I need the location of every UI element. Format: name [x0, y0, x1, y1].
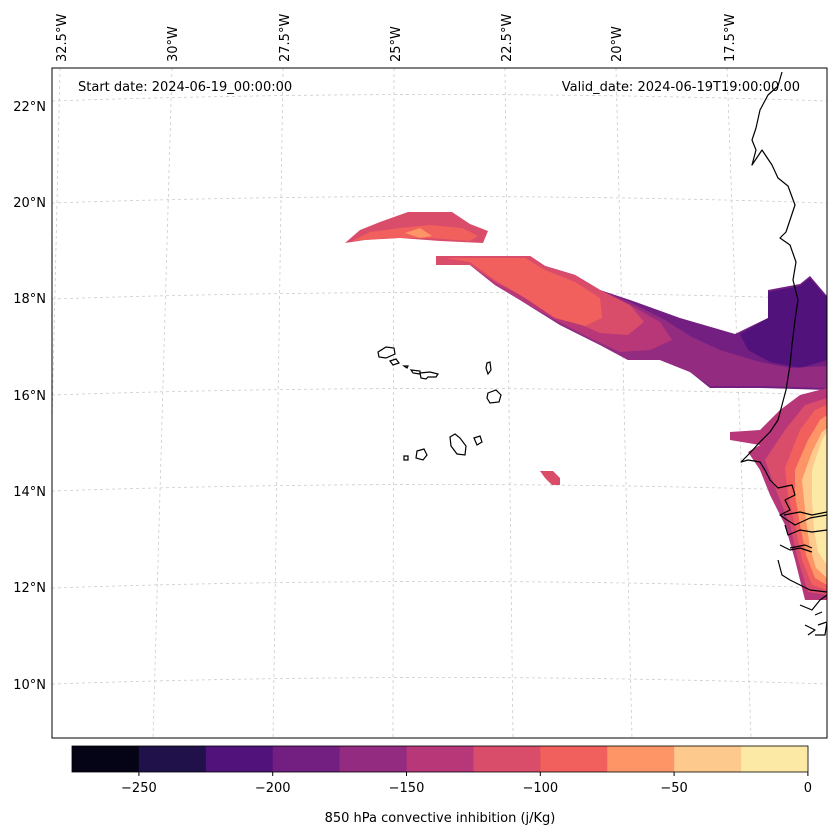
island-fogo — [415, 448, 428, 461]
colorbar-tick-label: −50 — [660, 781, 687, 796]
colorbar-swatch — [473, 746, 541, 772]
border-gambia — [783, 511, 827, 516]
longitude-labels: 32.5°W 30°W 27.5°W 25°W 22.5°W 20°W 17.5… — [55, 14, 738, 62]
island-maio — [473, 435, 483, 446]
colorbar-swatch — [138, 746, 207, 772]
colorbar: −250 −200 −150 −100 −50 0 850 hPa convec… — [71, 745, 812, 826]
lat-label-20n: 20°N — [13, 196, 46, 211]
colorbar-swatch — [72, 746, 140, 772]
island-boa-vista — [486, 389, 502, 404]
colorbar-swatch — [607, 746, 675, 772]
colorbar-tick-label: 0 — [804, 781, 812, 796]
latitude-labels: 22°N 20°N 18°N 16°N 14°N 12°N 10°N — [13, 100, 46, 693]
map-panel: Start date: 2024-06-19_00:00:00 Valid_da… — [51, 67, 828, 739]
graticule — [52, 68, 827, 738]
colorbar-swatch — [674, 746, 742, 772]
colorbar-title: 850 hPa convective inhibition (j/Kg) — [325, 811, 556, 826]
colorbar-ticks: −250 −200 −150 −100 −50 0 — [121, 772, 812, 796]
island-sal — [485, 361, 492, 376]
colorbar-swatch — [339, 746, 408, 772]
lat-label-10n: 10°N — [13, 678, 46, 693]
lat-label-14n: 14°N — [13, 485, 46, 500]
map-frame — [51, 67, 828, 739]
colorbar-tick-label: −100 — [522, 781, 558, 796]
island-brava — [403, 455, 409, 461]
island-sao-nicolau-east — [419, 371, 439, 380]
colorbar-frame — [71, 745, 809, 773]
lon-label-32-5w: 32.5°W — [55, 14, 70, 62]
colorbar-swatch — [540, 746, 608, 772]
cin-contours — [345, 212, 827, 600]
valid-date-label: Valid_date: 2024-06-19T19:00:00.00 — [562, 80, 800, 95]
coastline-west-africa — [740, 71, 827, 636]
cin-contour-band — [740, 278, 827, 368]
lat-label-22n: 22°N — [13, 100, 46, 115]
cin-contour-band — [540, 471, 560, 485]
island-sao-vicente — [389, 358, 400, 366]
colorbar-tick-label: −200 — [255, 781, 291, 796]
border-senegal-guinea — [789, 544, 813, 549]
cin-contour-band — [405, 228, 432, 238]
cape-verde-islands — [377, 346, 502, 461]
colorbar-swatches — [72, 746, 809, 772]
colorbar-swatch — [272, 746, 341, 772]
lon-label-20w: 20°W — [610, 26, 625, 62]
island-santo-antao — [377, 346, 396, 359]
island-santiago — [449, 433, 467, 456]
lon-label-17-5w: 17.5°W — [723, 14, 738, 62]
colorbar-tick-label: −250 — [121, 781, 157, 796]
lon-label-22-5w: 22.5°W — [500, 14, 515, 62]
island-santa-luzia — [402, 365, 409, 369]
colorbar-swatch — [406, 746, 474, 772]
cin-contour-band — [446, 258, 602, 326]
lat-label-16n: 16°N — [13, 389, 46, 404]
island-sao-nicolau — [409, 369, 421, 375]
coastline — [740, 71, 827, 636]
lon-label-30w: 30°W — [166, 26, 181, 62]
colorbar-tick-label: −150 — [389, 781, 425, 796]
colorbar-swatch — [741, 746, 809, 772]
lat-label-12n: 12°N — [13, 581, 46, 596]
colorbar-swatch — [205, 746, 274, 772]
lat-label-18n: 18°N — [13, 292, 46, 307]
start-date-label: Start date: 2024-06-19_00:00:00 — [78, 80, 292, 95]
lon-label-27-5w: 27.5°W — [278, 14, 293, 62]
lon-label-25w: 25°W — [389, 26, 404, 62]
